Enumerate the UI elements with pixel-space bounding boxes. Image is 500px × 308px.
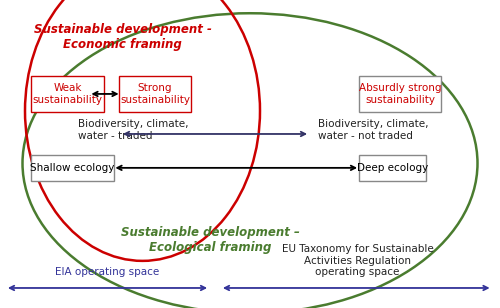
Text: EIA operating space: EIA operating space xyxy=(56,267,160,277)
FancyBboxPatch shape xyxy=(359,155,426,181)
FancyBboxPatch shape xyxy=(119,76,191,111)
Text: EU Taxonomy for Sustainable
Activities Regulation
operating space: EU Taxonomy for Sustainable Activities R… xyxy=(282,244,434,277)
FancyBboxPatch shape xyxy=(31,155,114,181)
Text: Shallow ecology: Shallow ecology xyxy=(30,163,114,173)
Text: Biodiversity, climate,
water - traded: Biodiversity, climate, water - traded xyxy=(78,119,188,141)
Text: Sustainable development –
Ecological framing: Sustainable development – Ecological fra… xyxy=(120,226,300,254)
FancyBboxPatch shape xyxy=(31,76,104,111)
Text: Deep ecology: Deep ecology xyxy=(357,163,428,173)
Text: Sustainable development -
Economic framing: Sustainable development - Economic frami… xyxy=(34,23,212,51)
Text: Biodiversity, climate,
water - not traded: Biodiversity, climate, water - not trade… xyxy=(318,119,428,141)
Text: Absurdly strong
sustainability: Absurdly strong sustainability xyxy=(359,83,442,105)
Text: Strong
sustainability: Strong sustainability xyxy=(120,83,190,105)
FancyBboxPatch shape xyxy=(359,76,442,111)
Text: Weak
sustainability: Weak sustainability xyxy=(32,83,102,105)
